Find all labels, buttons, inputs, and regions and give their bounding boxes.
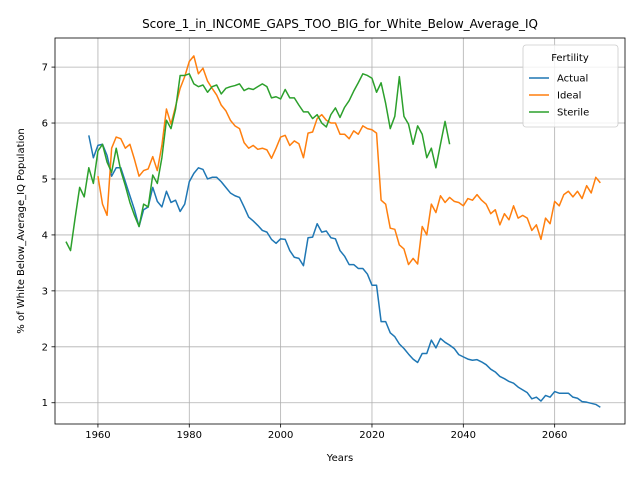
grid-lines xyxy=(55,38,625,424)
x-tick-label: 1960 xyxy=(85,430,110,441)
legend-box xyxy=(522,44,619,128)
series-line-sterile xyxy=(65,73,451,252)
chart-title: Score_1_in_INCOME_GAPS_TOO_BIG_for_White… xyxy=(142,17,538,31)
series-line-actual xyxy=(88,135,601,408)
legend-items: Actual Ideal Sterile xyxy=(529,74,589,119)
y-axis-label: % of White Below_Average_IQ Population xyxy=(16,128,27,333)
axis-ticks: 1960 1980 2000 2020 2040 2060 1 2 3 4 5 6 7 xyxy=(42,63,568,441)
x-tick-label: 2040 xyxy=(451,430,476,441)
x-tick-label: 1980 xyxy=(177,430,202,441)
x-tick-label: 2060 xyxy=(542,430,567,441)
y-tick-label: 1 xyxy=(42,398,48,409)
legend: Fertility Actual Ideal Sterile xyxy=(522,44,619,128)
legend-title: Fertility xyxy=(551,53,589,64)
legend-label-actual: Actual xyxy=(557,74,588,85)
series-layer xyxy=(65,55,601,408)
x-tick-label: 2000 xyxy=(268,430,293,441)
y-tick-label: 6 xyxy=(42,119,48,130)
y-tick-label: 3 xyxy=(42,286,48,297)
x-axis-label: Years xyxy=(326,453,353,464)
y-tick-label: 5 xyxy=(42,174,48,185)
y-tick-label: 7 xyxy=(42,63,48,74)
plot-frame xyxy=(54,37,626,425)
y-tick-label: 2 xyxy=(42,342,48,353)
series-line-ideal xyxy=(97,55,601,266)
y-tick-label: 4 xyxy=(42,230,48,241)
x-tick-label: 2020 xyxy=(359,430,384,441)
legend-label-sterile: Sterile xyxy=(557,108,589,119)
legend-label-ideal: Ideal xyxy=(557,91,581,102)
